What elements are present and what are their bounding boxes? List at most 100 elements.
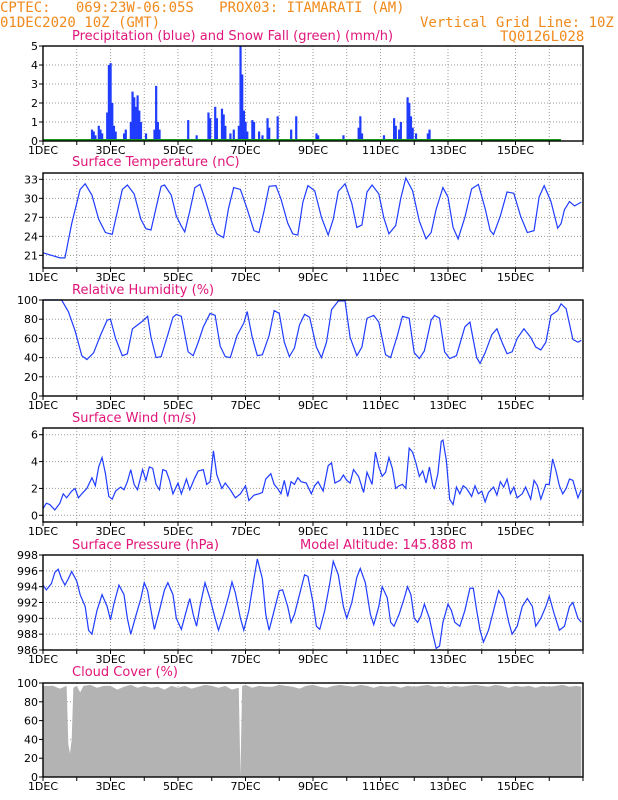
y-tick-label: 988	[17, 628, 38, 641]
y-tick-label: 60	[24, 332, 38, 345]
precip-bar	[123, 133, 126, 141]
precip-bar	[106, 112, 109, 141]
precip-bar	[252, 122, 256, 141]
x-tick-label: 11DEC	[362, 144, 399, 157]
y-tick-label: 2	[31, 482, 38, 495]
x-tick-label: 5DEC	[163, 525, 193, 538]
y-tick-label: 992	[17, 597, 38, 610]
precip-bar	[136, 95, 139, 141]
precip-bar	[237, 125, 240, 141]
series-line	[42, 558, 582, 650]
precip-bar	[144, 133, 148, 141]
precip-bar	[408, 103, 411, 141]
x-tick-label: 3DEC	[95, 144, 125, 157]
precip-bar	[109, 63, 112, 141]
precip-bar	[207, 112, 210, 141]
x-tick-label: 7DEC	[230, 144, 260, 157]
y-tick-label: 20	[24, 371, 38, 384]
panel-title: Precipitation (blue) and Snow Fall (gree…	[72, 29, 393, 44]
y-tick-label: 0	[31, 771, 38, 784]
x-tick-label: 7DEC	[230, 271, 260, 284]
x-tick-label: 1DEC	[28, 653, 58, 666]
x-tick-label: 7DEC	[230, 525, 260, 538]
panel-title: Surface Wind (m/s)	[72, 411, 196, 426]
precip-bar	[232, 129, 235, 141]
precip-bar	[258, 131, 261, 141]
precip-bar	[133, 97, 136, 141]
precip-bar	[107, 65, 111, 141]
x-tick-label: 3DEC	[95, 653, 125, 666]
y-tick-label: 40	[24, 733, 38, 746]
precip-bar	[158, 129, 161, 141]
x-tick-label: 15DEC	[497, 780, 534, 793]
x-tick-label: 13DEC	[429, 525, 466, 538]
y-tick-label: 1	[31, 116, 38, 129]
precip-bar	[246, 131, 249, 141]
cloud-cover-area	[43, 684, 582, 777]
precip-bar	[101, 133, 104, 141]
precip-bar	[317, 135, 320, 141]
precip-bar	[131, 91, 134, 141]
precip-bar	[112, 125, 116, 141]
x-tick-label: 15DEC	[497, 525, 534, 538]
precip-bar	[399, 122, 402, 141]
x-tick-label: 1DEC	[28, 780, 58, 793]
x-tick-label: 1DEC	[28, 271, 58, 284]
precip-bar	[382, 135, 386, 141]
precip-bar	[295, 116, 298, 141]
grid-line-note: Vertical Grid Line: 10Z	[420, 15, 614, 31]
precip-bar	[153, 129, 156, 141]
precip-bar	[398, 129, 401, 141]
precip-bar	[229, 133, 232, 141]
precip-bar	[222, 114, 225, 141]
x-tick-label: 5DEC	[163, 780, 193, 793]
x-tick-label: 13DEC	[429, 399, 466, 412]
precip-bar	[241, 74, 244, 141]
panel-5: 986 988 990 992 994 996 998 1DEC 3DEC 5DEC 7DEC 9DE…	[17, 538, 584, 666]
run-date: 01DEC2020 10Z (GMT)	[0, 15, 161, 31]
meteogram-header: CPTEC: 069:23W-06:05S PROX03: ITAMARATI …	[0, 0, 618, 48]
precip-bar	[156, 122, 159, 141]
x-tick-label: 5DEC	[163, 271, 193, 284]
x-tick-label: 9DEC	[298, 144, 328, 157]
precip-bar	[251, 120, 254, 141]
precip-bar	[426, 133, 429, 141]
precip-bar	[139, 122, 143, 141]
y-tick-label: 990	[17, 612, 38, 625]
precip-bar	[406, 97, 409, 141]
precip-bar	[92, 131, 95, 141]
precip-bar	[90, 129, 94, 141]
precip-bar	[393, 118, 396, 141]
precip-bar	[315, 133, 318, 141]
x-tick-label: 11DEC	[362, 525, 399, 538]
y-tick-label: 4	[31, 59, 38, 72]
x-tick-label: 9DEC	[298, 525, 328, 538]
y-tick-label: 21	[24, 249, 38, 262]
panel-title: Surface Pressure (hPa)	[72, 538, 219, 553]
y-tick-label: 80	[24, 313, 38, 326]
series-line	[42, 438, 582, 511]
precip-bar	[138, 110, 141, 141]
y-tick-label: 0	[31, 135, 38, 148]
y-tick-label: 60	[24, 715, 38, 728]
panel-frame	[42, 45, 584, 142]
precip-bar	[214, 106, 217, 141]
x-tick-label: 11DEC	[362, 271, 399, 284]
precip-bar	[394, 125, 397, 141]
precip-bar	[409, 116, 413, 141]
y-tick-label: 2	[31, 97, 38, 110]
y-tick-label: 3	[31, 78, 38, 91]
y-tick-label: 27	[24, 211, 38, 224]
precip-bar	[134, 106, 138, 141]
precip-bar	[124, 129, 127, 141]
x-tick-label: 5DEC	[163, 399, 193, 412]
precip-bar	[428, 129, 431, 141]
x-tick-label: 7DEC	[230, 653, 260, 666]
y-tick-label: 0	[31, 509, 38, 522]
precip-bar	[111, 103, 114, 141]
precip-bar	[220, 108, 224, 141]
y-tick-label: 33	[24, 173, 38, 186]
precip-bar	[209, 118, 212, 141]
x-tick-label: 1DEC	[28, 525, 58, 538]
